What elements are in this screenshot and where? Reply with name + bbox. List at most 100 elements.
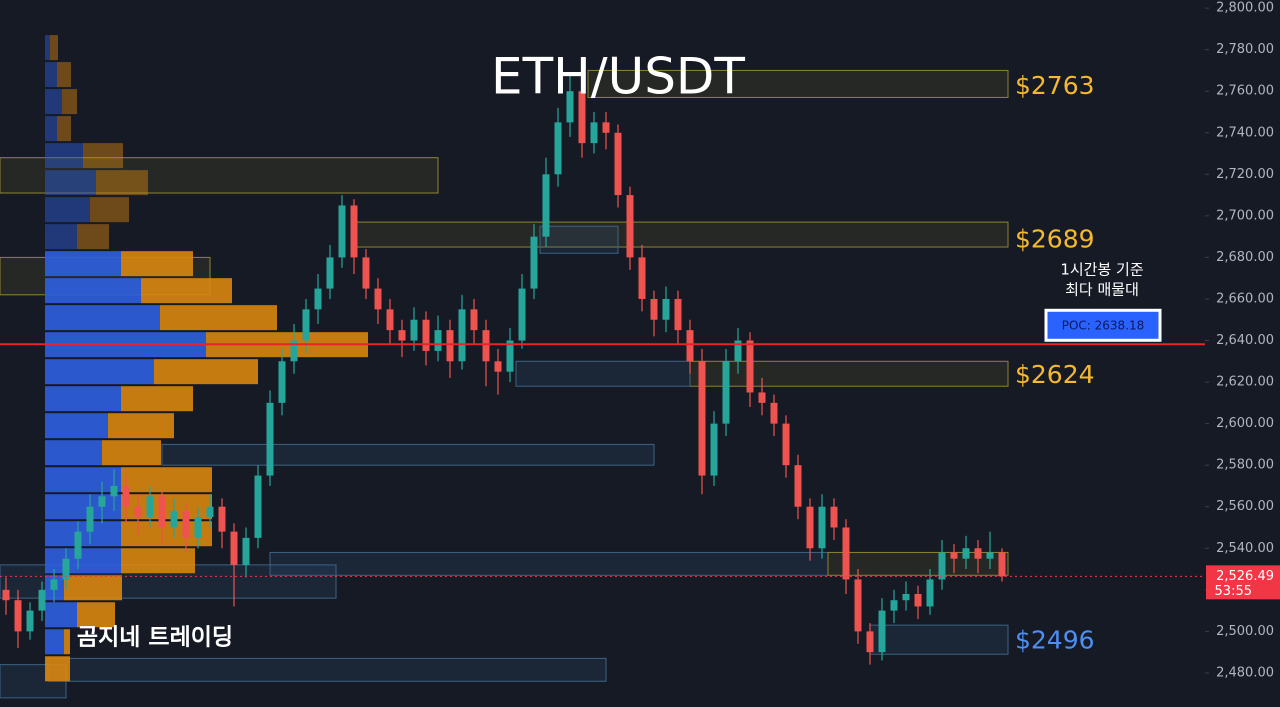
candle-body xyxy=(686,330,694,362)
candle-body xyxy=(446,330,454,362)
y-tick-label: 2,740.00 xyxy=(1216,125,1274,140)
poc-note: 1시간봉 기준 xyxy=(1060,261,1144,279)
candle-body xyxy=(698,361,706,476)
zone xyxy=(0,157,439,194)
candle-body xyxy=(386,309,394,331)
profile-sell xyxy=(57,116,71,142)
y-tick-label: 2,600.00 xyxy=(1216,416,1274,431)
y-tick-label: 2,780.00 xyxy=(1216,42,1274,57)
y-tick-label: 2,500.00 xyxy=(1216,624,1274,639)
candle-body xyxy=(242,537,250,565)
candle-body xyxy=(950,552,958,559)
candle-body xyxy=(998,552,1006,577)
y-tick-label: 2,560.00 xyxy=(1216,499,1274,514)
y-tick-label: 2,760.00 xyxy=(1216,84,1274,99)
profile-buy xyxy=(45,116,57,142)
candle-body xyxy=(614,132,622,196)
candle-body xyxy=(314,288,322,310)
candle-body xyxy=(290,340,298,362)
candles xyxy=(2,74,1006,665)
candle-body xyxy=(470,309,478,331)
candle-body xyxy=(566,91,574,123)
candle-body xyxy=(722,361,730,424)
zone xyxy=(269,551,829,576)
candle-body xyxy=(26,610,34,632)
candle-body xyxy=(206,506,214,518)
candle-body xyxy=(638,257,646,299)
zone xyxy=(587,69,1009,98)
y-tick-label: 2,800.00 xyxy=(1216,1,1274,16)
candle-body xyxy=(302,309,310,341)
chart-title: ETH/USDT xyxy=(491,48,745,106)
candle-body xyxy=(830,506,838,528)
profile-sell xyxy=(64,629,70,655)
profile-sell xyxy=(141,278,232,304)
candle-body xyxy=(890,600,898,611)
candle-body xyxy=(50,579,58,590)
overlays: POC: 2638.18 $2763 $2689 $2624 $2496 xyxy=(0,71,1205,655)
candle-body xyxy=(530,236,538,289)
candle-body xyxy=(338,205,346,258)
profile-buy xyxy=(45,413,108,439)
profile-buy xyxy=(45,386,121,412)
profile-buy xyxy=(45,62,57,88)
candle-body xyxy=(134,506,142,518)
candle-body xyxy=(254,475,262,538)
candle-body xyxy=(902,593,910,601)
profile-sell xyxy=(90,197,129,223)
y-tick-label: 2,660.00 xyxy=(1216,291,1274,306)
candle-body xyxy=(662,298,670,320)
candle-body xyxy=(878,610,886,653)
candle-body xyxy=(158,496,166,528)
candle-body xyxy=(362,257,370,289)
countdown: 53:55 xyxy=(1215,584,1252,599)
watermark: 곰지네 트레이딩 xyxy=(77,625,233,651)
y-tick-label: 2,620.00 xyxy=(1216,375,1274,390)
candle-body xyxy=(974,548,982,559)
profile-buy xyxy=(45,440,102,466)
candle-body xyxy=(650,298,658,320)
candle-body xyxy=(2,589,10,601)
candle-body xyxy=(326,257,334,289)
candle-body xyxy=(278,361,286,403)
profile-sell xyxy=(50,35,58,61)
profile-sell xyxy=(62,89,77,115)
candle-body xyxy=(914,593,922,607)
candle-body xyxy=(494,361,502,372)
profile-sell xyxy=(108,413,174,439)
y-tick-label: 2,580.00 xyxy=(1216,458,1274,473)
candle-body xyxy=(218,506,226,532)
candle-body xyxy=(758,392,766,403)
zone xyxy=(47,657,607,682)
candle-body xyxy=(194,517,202,538)
profile-buy xyxy=(45,35,50,61)
candle-body xyxy=(170,510,178,528)
candle-body xyxy=(794,465,802,507)
level-label: $2624 xyxy=(1015,360,1095,389)
zone xyxy=(539,225,619,254)
candle-body xyxy=(230,531,238,565)
profile-sell xyxy=(121,467,212,493)
level-label: $2496 xyxy=(1015,626,1095,655)
profile-buy xyxy=(45,224,77,250)
profile-buy xyxy=(45,629,64,655)
candle-body xyxy=(458,309,466,362)
candle-body xyxy=(146,496,154,518)
volume-profile xyxy=(45,35,368,682)
candle-body xyxy=(578,91,586,144)
zone xyxy=(869,624,1009,655)
y-tick-label: 2,640.00 xyxy=(1216,333,1274,348)
candle-body xyxy=(818,506,826,549)
poc-note: 최다 매물대 xyxy=(1065,281,1139,299)
candle-body xyxy=(770,402,778,424)
profile-buy xyxy=(45,170,96,196)
profile-sell xyxy=(77,602,115,628)
candle-body xyxy=(398,330,406,341)
candle-body xyxy=(14,600,22,632)
candle-body xyxy=(410,319,418,341)
poc-label: POC: 2638.18 xyxy=(1062,318,1145,332)
candle-body xyxy=(374,288,382,310)
profile-buy xyxy=(45,305,160,331)
y-tick-label: 2,540.00 xyxy=(1216,541,1274,556)
